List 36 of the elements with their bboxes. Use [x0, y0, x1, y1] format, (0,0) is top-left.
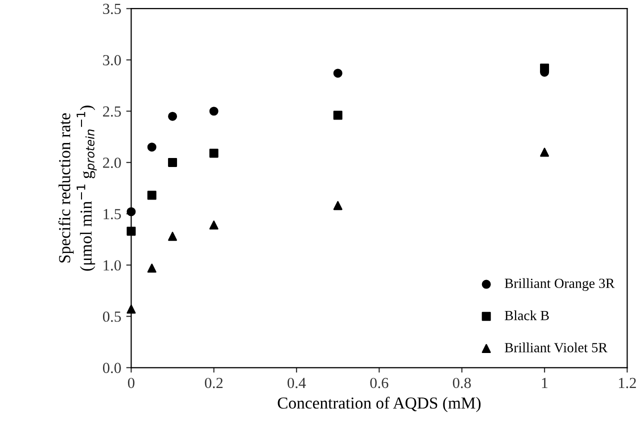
point: [168, 112, 178, 121]
y-tick-label: 1.5: [104, 208, 121, 220]
point: [147, 264, 156, 273]
x-tick-label: 0.8: [452, 378, 471, 388]
x-tick-label: 0: [128, 378, 134, 388]
legend-label: Brilliant Violet 5R: [504, 342, 608, 352]
y-tick-label: 0.0: [102, 362, 121, 374]
point: [147, 190, 156, 200]
point: [209, 220, 218, 230]
y-tick-label: 3.0: [103, 55, 121, 66]
x-tick-label: 1.2: [618, 378, 636, 388]
point: [209, 106, 218, 116]
y-axis-title: Specific reduction rate (μmol min$^{−1}$ g$_{protein}$$^{−1}$): [58, 106, 97, 271]
x-axis-title: Concentration of AQDS (mM): [278, 396, 481, 412]
x-tick-label: 1: [542, 378, 548, 388]
point: [168, 158, 178, 167]
y-tick-label: 2.5: [103, 106, 121, 117]
y-tick-label: 2.0: [103, 158, 121, 168]
y-tick-label: 3.5: [103, 4, 121, 14]
point: [126, 304, 136, 314]
point: [126, 226, 136, 236]
point: [147, 142, 156, 152]
x-tick-label: 0.6: [370, 378, 388, 388]
legend-label: Black B: [504, 310, 549, 320]
point: [333, 201, 342, 210]
legend-label: Brilliant Orange 3R: [504, 278, 615, 291]
y-tick-label: 1.0: [104, 260, 121, 271]
point: [209, 148, 218, 158]
point: [168, 232, 178, 241]
point: [540, 148, 550, 157]
point: [333, 68, 342, 78]
y-tick-label: 0.5: [102, 312, 121, 322]
x-tick-label: 0.2: [204, 378, 223, 388]
point: [126, 207, 136, 216]
x-tick-label: 0.4: [288, 378, 306, 388]
point: [333, 110, 342, 120]
